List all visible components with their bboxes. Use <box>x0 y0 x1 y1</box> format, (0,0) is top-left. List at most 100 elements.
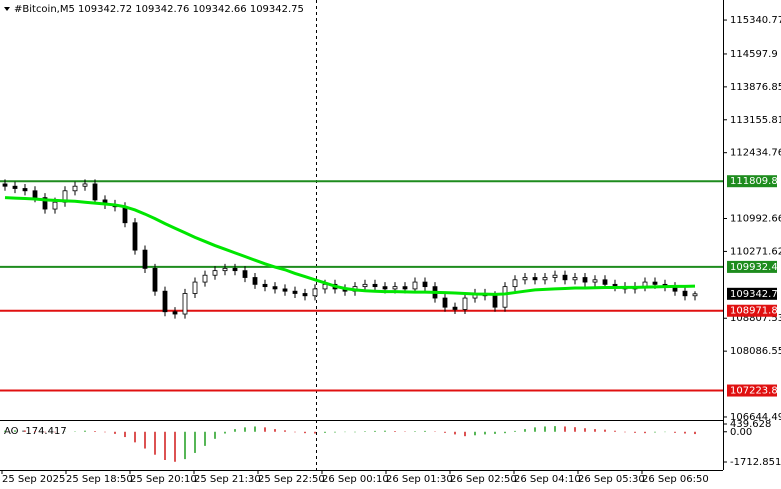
quote-value: 109342.75 <box>250 4 304 15</box>
candle-body <box>372 283 378 288</box>
indicator-header: AO -174.417 <box>4 426 67 437</box>
x-tick-label: 26 Sep 00:10 <box>322 474 389 485</box>
candle-body <box>512 279 518 288</box>
y-tick-label: 106644.49 <box>730 412 781 423</box>
menu-arrow <box>4 7 10 11</box>
candle-body <box>492 295 498 308</box>
x-tick-label: 26 Sep 05:30 <box>578 474 645 485</box>
candle-body <box>692 293 698 297</box>
y-tick-label: 114597.9 <box>730 49 778 60</box>
x-tick-label: 26 Sep 06:50 <box>642 474 709 485</box>
chart-header: #Bitcoin,M5 109342.72 109342.76 109342.6… <box>14 4 304 15</box>
candle-body <box>52 201 58 210</box>
x-tick-label: 26 Sep 01:30 <box>386 474 453 485</box>
candle-body <box>502 286 508 308</box>
candle-body <box>382 286 388 290</box>
candle-body <box>282 288 288 292</box>
candle-body <box>412 281 418 290</box>
header: #Bitcoin,M5 109342.72 109342.76 109342.6… <box>4 4 304 15</box>
last-price-label: 109342.75 <box>730 289 781 300</box>
candle-body <box>32 190 38 199</box>
candle-body <box>452 306 458 310</box>
x-tick-label: 25 Sep 21:30 <box>194 474 261 485</box>
candle-body <box>212 270 218 276</box>
candle-body <box>72 185 78 192</box>
candle-body <box>402 286 408 290</box>
y-tick-label: 108086.55 <box>730 346 781 357</box>
candle-body <box>82 183 88 187</box>
y-tick-label: 115340.77 <box>730 15 781 26</box>
candle-body <box>132 222 138 251</box>
candle-body <box>562 274 568 281</box>
candle-body <box>522 277 528 281</box>
x-tick-label: 26 Sep 04:10 <box>514 474 581 485</box>
candle-body <box>172 311 178 315</box>
x-tick-label: 26 Sep 02:50 <box>450 474 517 485</box>
level-label-box <box>727 384 777 397</box>
quote-value: 109342.76 <box>135 4 189 15</box>
candle-body <box>22 188 28 192</box>
y-tick-label: 108807.53 <box>730 313 781 324</box>
candle-body <box>652 281 658 285</box>
candle-body <box>92 183 98 201</box>
candle-body <box>682 290 688 297</box>
candle-body <box>152 267 158 292</box>
level-label-box <box>727 175 777 188</box>
candle-body <box>122 206 128 224</box>
candle-body <box>602 279 608 285</box>
x-tick-label: 25 Sep 18:50 <box>66 474 133 485</box>
level-label: 107223.82 <box>730 386 781 397</box>
candle-body <box>2 183 8 187</box>
y-tick-label: 112434.76 <box>730 148 781 159</box>
candle-body <box>142 249 148 269</box>
candle-body <box>262 283 268 288</box>
level-label: 111809.88 <box>730 176 781 187</box>
candle-body <box>532 277 538 281</box>
indicator-value: -174.417 <box>22 426 67 437</box>
quote-value: 109342.72 <box>78 4 132 15</box>
candle-body <box>12 185 18 189</box>
level-label-box <box>727 260 777 273</box>
candle-body <box>292 290 298 294</box>
level-label: 109932.46 <box>730 262 781 273</box>
candle-body <box>552 274 558 278</box>
y-tick-label: 113155.81 <box>730 115 781 126</box>
ao-tick-label: -1712.851 <box>730 457 781 468</box>
candle-body <box>272 286 278 290</box>
candle-body <box>582 277 588 283</box>
candle-body <box>202 274 208 283</box>
candle-body <box>422 281 428 288</box>
y-tick-label: 110271.62 <box>730 246 781 257</box>
candle-body <box>592 279 598 283</box>
candle-body <box>322 283 328 290</box>
candle-body <box>442 297 448 308</box>
candle-body <box>232 267 238 272</box>
moving-average <box>4 196 696 296</box>
x-tick-label: 25 Sep 2025 <box>2 474 65 485</box>
candle-body <box>162 290 168 313</box>
candle-body <box>572 277 578 281</box>
candle-body <box>222 267 228 272</box>
candle-body <box>462 297 468 310</box>
symbol: #Bitcoin,M5 <box>14 4 75 15</box>
candle-body <box>242 270 248 278</box>
candle-body <box>42 197 48 210</box>
candle-body <box>542 277 548 281</box>
y-tick-label: 113876.85 <box>730 82 781 93</box>
ao-tick-label: 439.628 <box>730 419 771 430</box>
indicator-name: AO <box>4 426 19 437</box>
candle-body <box>362 283 368 288</box>
candle-body <box>392 286 398 290</box>
ao-tick-label: 0.00 <box>730 427 752 438</box>
x-tick-label: 25 Sep 22:50 <box>258 474 325 485</box>
y-tick-label: 110992.66 <box>730 214 781 225</box>
level-label-box <box>727 304 777 317</box>
quote-value: 109342.66 <box>193 4 247 15</box>
level-label: 108971.84 <box>730 306 781 317</box>
candle-body <box>252 277 258 285</box>
candle-body <box>312 288 318 297</box>
candle-body <box>182 293 188 315</box>
candle-body <box>302 293 308 297</box>
